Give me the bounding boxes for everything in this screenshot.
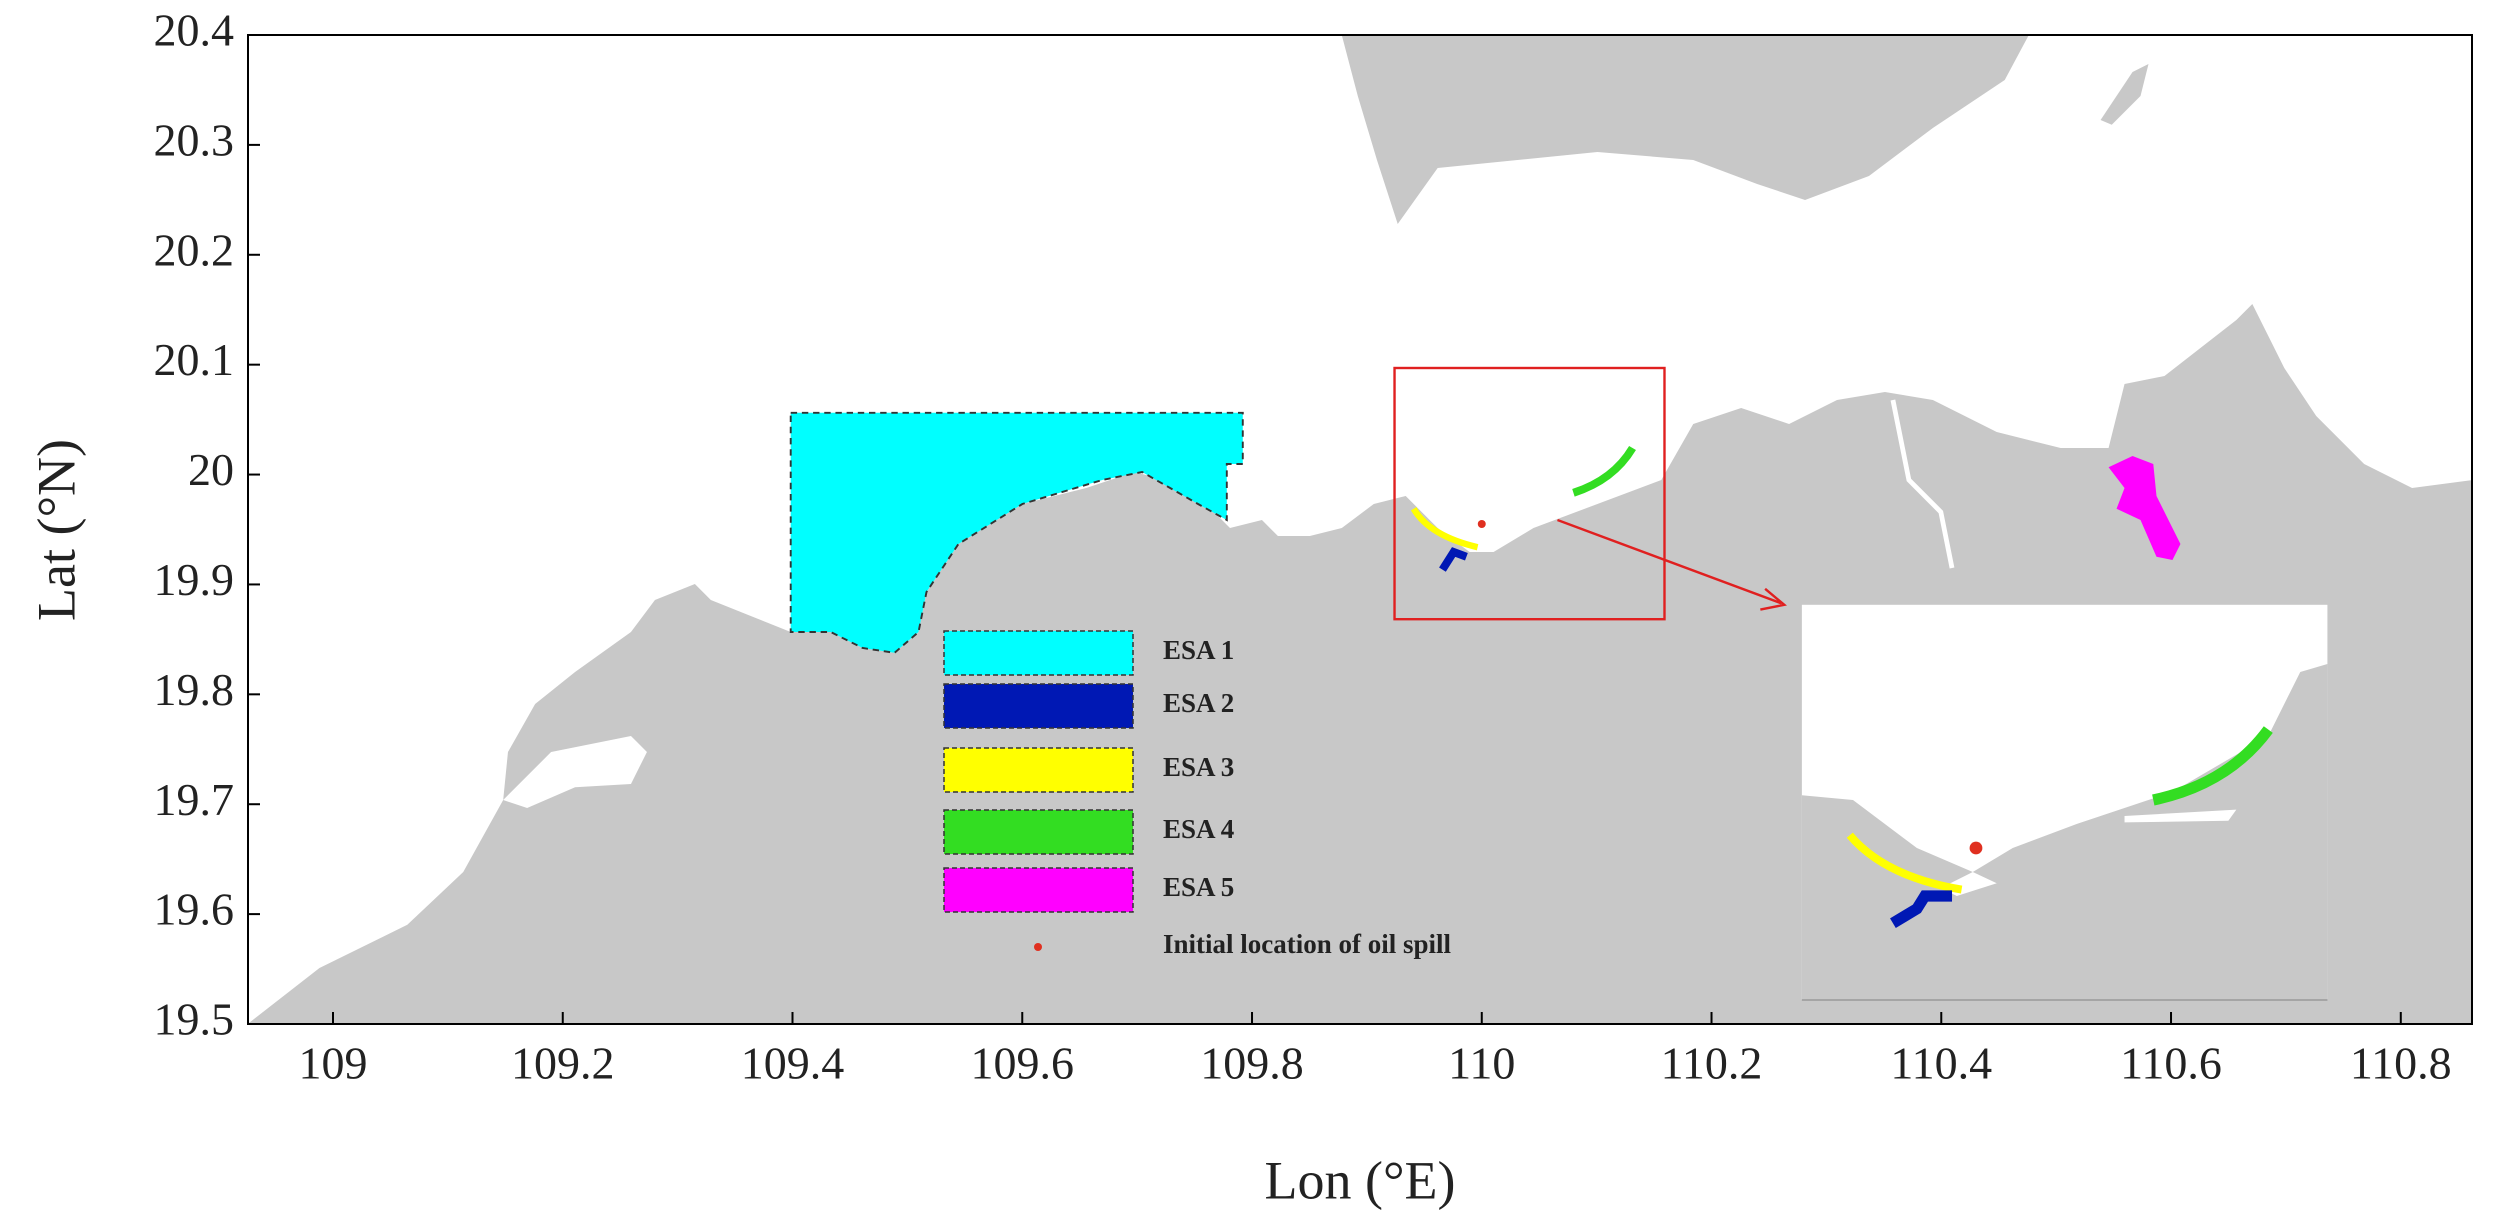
legend-swatch [943, 747, 1134, 793]
land-north [1341, 35, 2029, 225]
legend-label: ESA 1 [1163, 635, 1234, 665]
x-tick-label: 109.6 [971, 1038, 1075, 1089]
legend-label: ESA 3 [1163, 752, 1234, 782]
inset [1801, 604, 2328, 1001]
y-tick-label: 20.4 [154, 5, 235, 56]
y-tick-label: 19.8 [154, 664, 235, 715]
basemap [247, 35, 2473, 1024]
x-tick-label: 109 [299, 1038, 368, 1089]
y-axis-label: Lat (°N) [26, 439, 86, 621]
focus-arrow [1557, 518, 1787, 611]
river [1890, 399, 1955, 569]
x-tick-label: 110.2 [1661, 1038, 1763, 1089]
legend-label: ESA 5 [1163, 872, 1234, 902]
x-tick-label: 109.4 [741, 1038, 845, 1089]
x-tick-label: 110 [1448, 1038, 1515, 1089]
y-tick-label: 19.9 [154, 554, 235, 605]
esa2-area [1439, 547, 1468, 572]
esa1-area [789, 411, 1244, 654]
legend-swatch [943, 630, 1134, 676]
legend-spill-marker [1034, 943, 1042, 951]
esa4-area [1572, 445, 1636, 497]
legend-swatch [943, 809, 1134, 855]
legend-label: Initial location of oil spill [1163, 929, 1452, 959]
x-tick-label: 110.6 [2120, 1038, 2222, 1089]
islet [2100, 64, 2149, 125]
bay-west [503, 736, 647, 808]
esa3-area [1410, 507, 1479, 551]
focus-box [1393, 366, 1666, 621]
y-tick-label: 20.3 [154, 114, 235, 165]
y-tick-label: 20.2 [154, 224, 235, 275]
legend-label: ESA 4 [1163, 814, 1234, 844]
oil-spill-point [1477, 520, 1486, 529]
x-axis-label: Lon (°E) [1264, 1150, 1455, 1210]
x-tick-label: 110.4 [1890, 1038, 1992, 1089]
x-tick-label: 109.8 [1200, 1038, 1304, 1089]
esa5-area [2108, 456, 2181, 560]
x-tick-label: 110.8 [2350, 1038, 2452, 1089]
plot-frame [247, 34, 2473, 1025]
legend-swatch [943, 683, 1134, 729]
y-tick-label: 19.6 [154, 884, 235, 935]
y-tick-label: 20 [188, 444, 234, 495]
legend-label: ESA 2 [1163, 688, 1234, 718]
y-tick-label: 20.1 [154, 334, 235, 385]
x-tick-label: 109.2 [511, 1038, 615, 1089]
y-tick-label: 19.5 [154, 994, 235, 1045]
y-tick-label: 19.7 [154, 774, 235, 825]
legend-swatch [943, 867, 1134, 913]
